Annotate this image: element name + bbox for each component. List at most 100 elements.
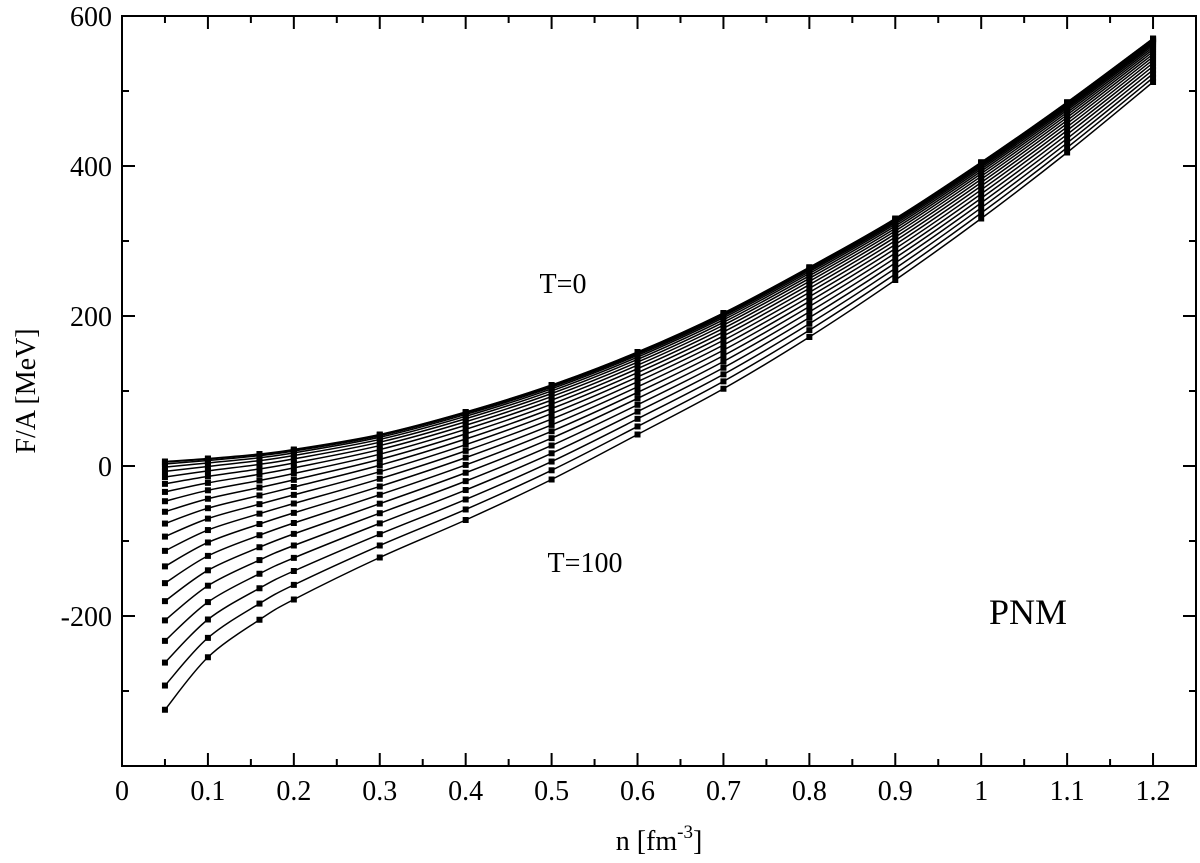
data-point	[462, 436, 469, 442]
data-point	[204, 616, 211, 623]
data-point	[204, 539, 211, 546]
data-point	[290, 596, 297, 603]
data-point	[376, 456, 383, 463]
data-point	[256, 600, 263, 607]
data-point	[204, 459, 211, 466]
data-point	[290, 452, 297, 459]
series-line	[164, 46, 1154, 513]
series-line	[164, 41, 1154, 485]
data-point	[161, 520, 168, 527]
data-point	[290, 581, 297, 588]
data-point	[161, 498, 168, 505]
data-point	[720, 371, 727, 378]
data-point	[548, 428, 555, 435]
data-point	[161, 547, 168, 554]
data-point	[978, 195, 985, 202]
data-point	[290, 500, 297, 507]
x-tick-label: 0.6	[620, 776, 655, 807]
data-point	[548, 393, 555, 400]
data-point	[1064, 139, 1071, 146]
data-point	[1064, 127, 1071, 134]
data-point	[290, 568, 297, 574]
data-point	[548, 390, 555, 397]
data-point	[548, 450, 555, 457]
x-tick-label: 0.3	[362, 776, 397, 807]
data-point	[548, 442, 555, 449]
data-point	[256, 585, 263, 592]
data-point	[462, 441, 469, 448]
data-point	[376, 491, 383, 498]
data-point	[806, 278, 813, 285]
data-point	[462, 461, 469, 468]
data-point	[376, 468, 383, 475]
data-point	[256, 616, 263, 623]
data-point	[462, 422, 469, 429]
x-tick-label: 1	[974, 776, 988, 807]
data-point	[806, 314, 813, 321]
data-point	[548, 397, 555, 404]
data-point	[204, 599, 211, 606]
data-point	[376, 451, 383, 458]
series-line	[164, 44, 1154, 502]
data-point	[720, 325, 727, 332]
data-point	[1150, 59, 1157, 66]
data-point	[161, 682, 168, 689]
data-point	[204, 479, 211, 486]
data-point	[256, 465, 263, 472]
x-tick-label: 1.1	[1050, 776, 1085, 807]
data-point	[290, 464, 297, 471]
data-point	[1064, 131, 1071, 138]
data-point	[892, 241, 899, 248]
data-point	[1150, 66, 1157, 73]
x-axis-title-sup: -3	[677, 822, 693, 843]
data-point	[376, 439, 383, 446]
data-point	[978, 204, 985, 211]
data-point	[806, 293, 813, 300]
data-point	[462, 506, 469, 513]
data-point	[161, 460, 168, 467]
data-point	[806, 303, 813, 310]
data-point	[376, 442, 383, 449]
data-point	[161, 488, 168, 495]
series-line	[164, 40, 1154, 478]
data-point	[634, 389, 641, 396]
y-tick-label: 0	[98, 452, 112, 483]
data-point	[256, 477, 263, 484]
data-point	[376, 475, 383, 482]
series-line	[164, 59, 1154, 584]
y-tick-label: 600	[70, 2, 112, 33]
data-point	[892, 254, 899, 261]
data-point	[892, 234, 899, 241]
data-point	[462, 517, 469, 523]
data-point	[634, 415, 641, 422]
data-point	[978, 210, 985, 217]
data-point	[462, 487, 469, 494]
data-point	[978, 199, 985, 206]
data-point	[376, 531, 383, 538]
data-point	[290, 530, 297, 537]
data-point	[256, 471, 263, 478]
data-point	[161, 474, 168, 481]
data-point	[806, 281, 813, 288]
data-point	[376, 446, 383, 453]
data-point	[548, 421, 555, 428]
data-point	[256, 461, 263, 468]
series-line	[164, 53, 1154, 552]
data-point	[376, 520, 383, 527]
data-point	[1150, 70, 1157, 77]
data-point	[376, 510, 383, 517]
data-point	[256, 557, 263, 564]
data-point	[376, 500, 383, 507]
data-point	[204, 654, 211, 661]
data-point	[634, 423, 641, 430]
data-point	[462, 469, 469, 476]
data-point	[634, 383, 641, 390]
x-tick-label: 0.2	[276, 776, 311, 807]
data-point	[204, 527, 211, 534]
data-point	[161, 563, 168, 570]
data-point	[720, 352, 727, 359]
data-point	[1150, 74, 1157, 81]
series-markers	[161, 35, 1157, 713]
data-point	[720, 332, 727, 339]
